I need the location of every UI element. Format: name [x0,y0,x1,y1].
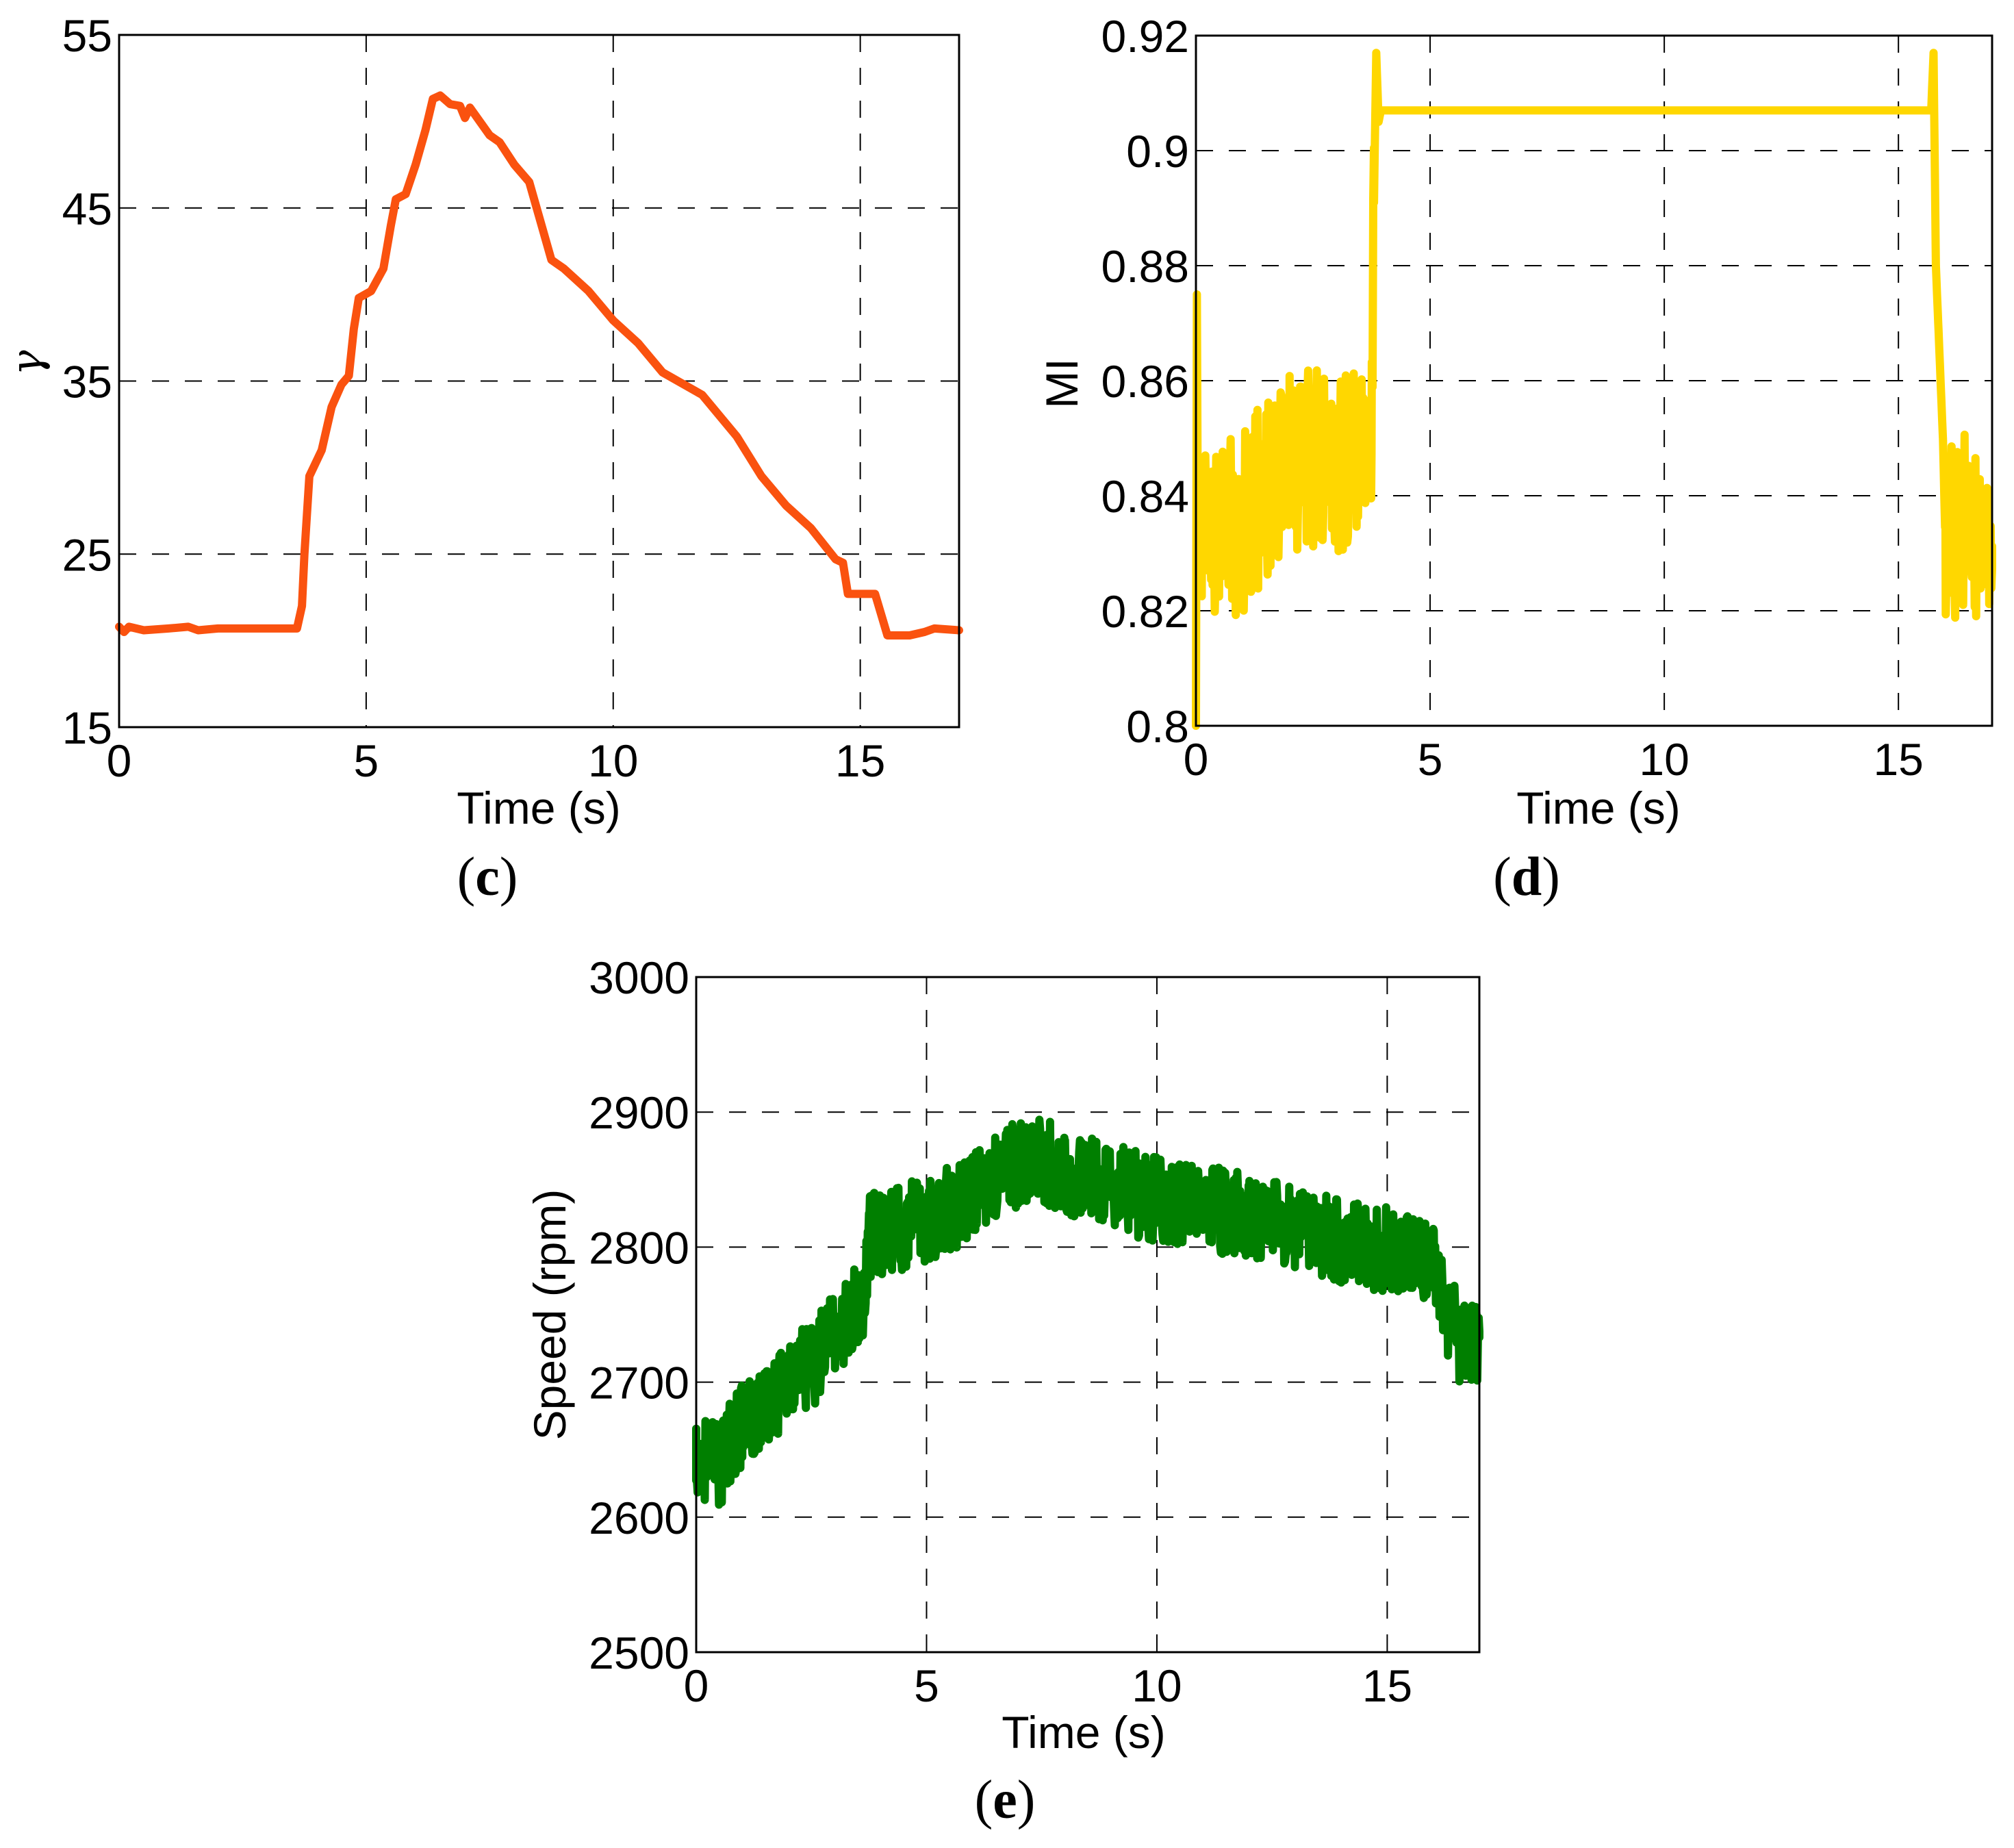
y-tick-label: 15 [62,703,112,753]
y-tick-label: 0.82 [1101,586,1189,637]
y-tick-label: 2800 [589,1222,689,1273]
grid-lines [696,977,1479,1652]
y-tick-label: 0.84 [1101,471,1189,522]
y-tick-label: 35 [62,357,112,407]
x-tick-label: 15 [1873,734,1923,785]
panel-label-d: (d) [1493,847,1560,907]
y-tick-label: 0.8 [1126,701,1189,752]
y-tick-label: 2500 [589,1628,689,1678]
x-tick-label: 5 [354,735,379,786]
series-line [692,1115,1483,1509]
y-tick-label: 0.92 [1101,11,1189,62]
y-tick-label: 0.9 [1126,126,1189,177]
axes-frame [118,34,960,729]
x-axis-label: Time (s) [1002,1707,1166,1758]
y-tick-label: 45 [62,183,112,234]
y-axis-label: MI [1036,358,1087,408]
axes-frame [1195,34,1993,727]
series-line [115,91,963,640]
data-line-gamma [115,91,963,640]
axes-frame [695,976,1481,1654]
y-tick-label: 2900 [589,1087,689,1138]
x-axis-label: Time (s) [457,783,621,833]
x-tick-label: 5 [914,1660,939,1711]
x-tick-label: 0 [684,1660,709,1711]
panel-label-e: (e) [975,1770,1036,1830]
x-tick-label: 0 [107,735,132,786]
panel-label-c: (c) [457,847,518,907]
tick-labels: 0 5 10 15 0.8 0.82 0.84 0.86 0.88 0.9 0.92 [1101,11,1924,785]
x-tick-label: 15 [1362,1660,1412,1711]
chart-panel-c: 0 5 10 15 15 25 35 45 55 Time (s) γ (c) [1,10,963,907]
tick-labels: 0 5 10 15 15 25 35 45 55 [62,10,886,786]
y-tick-label: 55 [62,10,112,61]
y-tick-label: 0.86 [1101,356,1189,407]
chart-panel-d: 0 5 10 15 0.8 0.82 0.84 0.86 0.88 0.9 0.92 Time (s… [1036,11,1996,907]
y-tick-label: 25 [62,529,112,580]
series-line [1192,49,1996,730]
x-tick-label: 10 [588,735,638,786]
x-tick-label: 10 [1132,1660,1182,1711]
x-tick-label: 10 [1639,734,1689,785]
data-line-mi [1192,49,1996,730]
y-axis-label: γ [1,350,51,376]
y-tick-label: 2600 [589,1493,689,1543]
x-axis-label: Time (s) [1516,783,1681,833]
x-tick-label: 15 [835,735,885,786]
y-axis-label: Speed (rpm) [524,1189,575,1441]
y-tick-label: 3000 [589,952,689,1003]
y-tick-label: 0.88 [1101,241,1189,292]
x-tick-label: 0 [1184,734,1209,785]
tick-labels: 0 5 10 15 2500 2600 2700 2800 2900 3000 [589,952,1412,1711]
y-tick-label: 2700 [589,1358,689,1408]
x-tick-label: 5 [1418,734,1443,785]
data-line-speed [692,1115,1483,1509]
grid-lines [119,35,959,727]
